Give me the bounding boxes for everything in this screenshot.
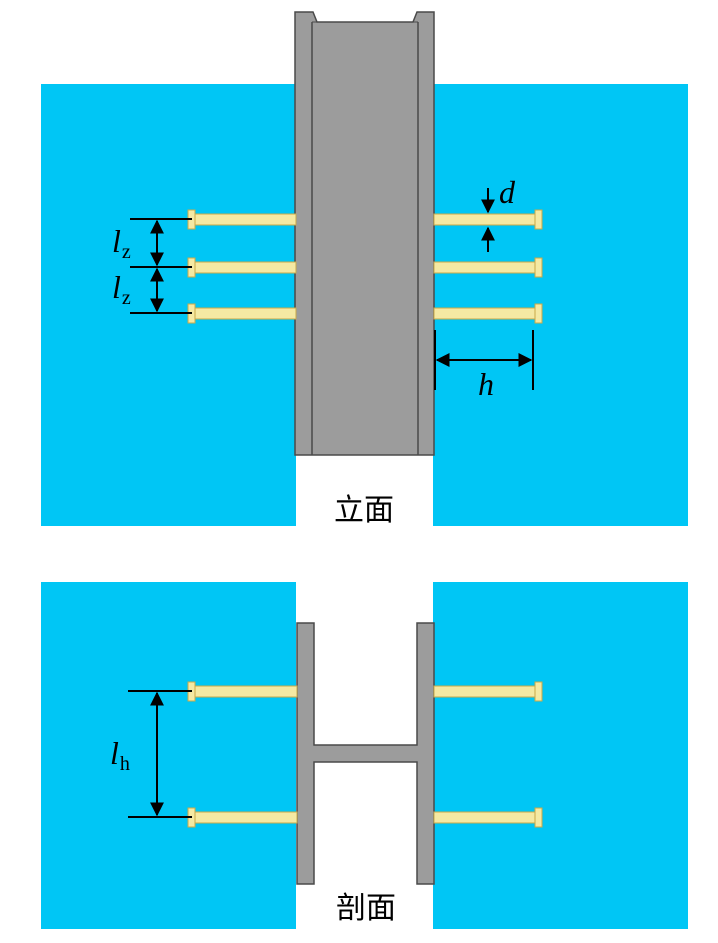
concrete-block-left <box>41 84 296 526</box>
h-section-steel <box>296 622 435 885</box>
elevation-view: lz lz d h 立面 <box>41 11 688 528</box>
dim-label-lz-2: lz <box>112 269 131 309</box>
concrete-block-right <box>433 84 688 526</box>
stud-spacing-dimension-lz <box>130 218 192 314</box>
shear-stud-section-right-2 <box>433 807 543 828</box>
concrete-block-right-section <box>433 582 688 929</box>
caption-elevation: 立面 <box>334 493 394 528</box>
shear-stud-right-3 <box>433 303 543 324</box>
shear-stud-right-1 <box>433 209 543 230</box>
dim-label-lz-1: lz <box>112 223 131 263</box>
steel-column <box>294 11 435 456</box>
dim-label-d: d <box>499 174 516 210</box>
caption-section: 剖面 <box>336 891 396 926</box>
dim-label-h: h <box>478 366 494 402</box>
dim-label-lh: lh <box>110 735 130 775</box>
concrete-block-left-section <box>41 582 296 929</box>
shear-stud-right-2 <box>433 257 543 278</box>
shear-stud-section-right-1 <box>433 681 543 702</box>
stud-spacing-dimension-lh <box>128 690 192 818</box>
section-view: lh 剖面 <box>41 582 688 929</box>
stud-height-dimension-h <box>434 330 534 390</box>
